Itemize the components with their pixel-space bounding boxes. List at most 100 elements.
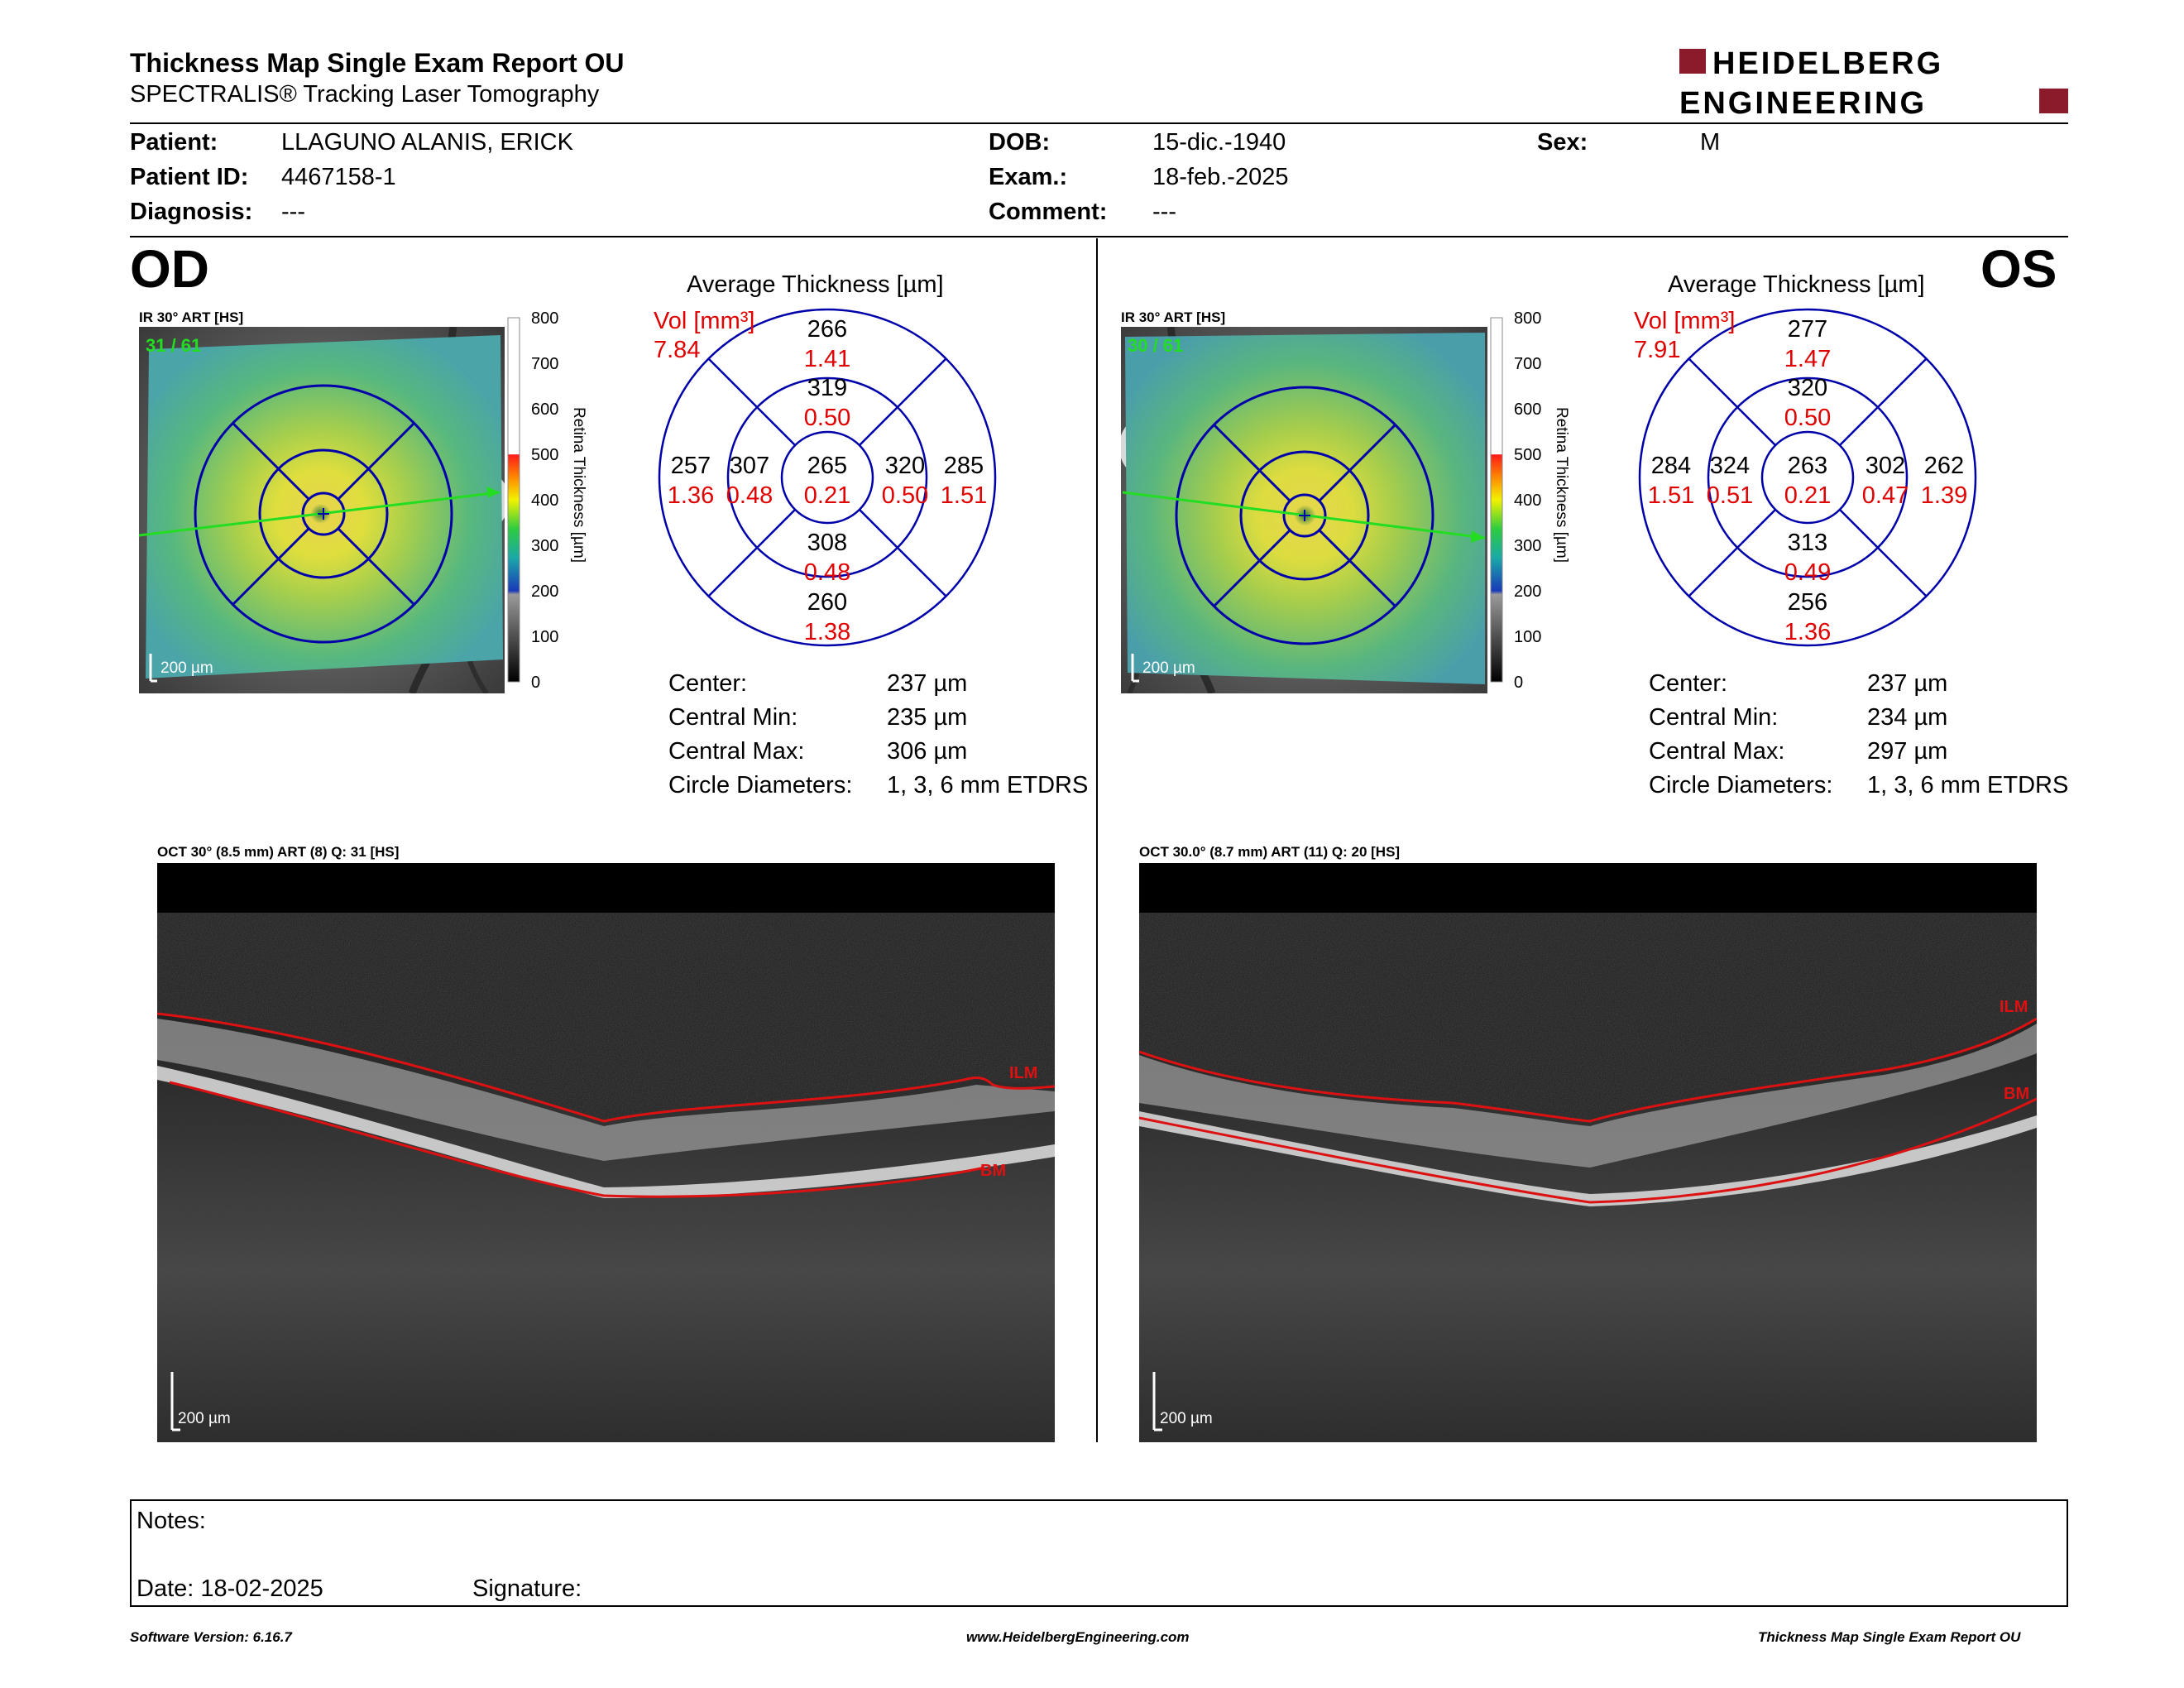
heidelberg-logo: HEIDELBERG ENGINEERING [1679, 46, 2068, 120]
stat-value-circle-diam-od: 1, 3, 6 mm ETDRS [887, 772, 1089, 798]
vol-label-od: Vol [mm³] [654, 308, 755, 334]
header-rule [130, 122, 2068, 124]
colorbar-tick-300: 300 [531, 537, 558, 555]
sector-sup-out-thick-os: 277 [1788, 316, 1827, 343]
comment-label: Comment: [989, 199, 1108, 225]
sector-nas-out-thick-os: 262 [1924, 453, 1964, 479]
colorbar-tick-800: 800 [1514, 309, 1541, 328]
sector-inf-out-thick-os: 256 [1788, 589, 1827, 616]
ir-counter-od: 31 / 61 [146, 335, 201, 356]
sector-inf-out-thick-od: 260 [807, 589, 847, 616]
exam-value: 18-feb.-2025 [1152, 164, 1289, 190]
sector-temp-out-vol-od: 1.36 [668, 482, 714, 509]
report-subtitle: SPECTRALIS® Tracking Laser Tomography [130, 81, 600, 108]
colorbar-os: 800 700 600 500 400 300 200 100 0 Retina… [1490, 309, 1570, 692]
sector-nas-in-thick-os: 302 [1866, 453, 1905, 479]
colorbar-tick-0: 0 [531, 674, 540, 692]
sector-inf-in-thick-od: 308 [807, 530, 847, 556]
sector-nas-in-thick-od: 320 [885, 453, 925, 479]
stat-label-central-max-os: Central Max: [1649, 738, 1785, 765]
sector-inf-in-vol-od: 0.48 [804, 559, 850, 586]
stat-label-central-min-od: Central Min: [668, 704, 798, 731]
sector-inf-out-vol-od: 1.38 [804, 619, 850, 645]
stat-label-center-od: Center: [668, 670, 748, 697]
sector-temp-in-vol-od: 0.48 [726, 482, 773, 509]
colorbar-label-od: Retina Thickness [µm] [570, 407, 587, 563]
sector-temp-out-vol-os: 1.51 [1648, 482, 1694, 509]
sector-center-vol-os: 0.21 [1784, 482, 1831, 509]
stat-value-center-os: 237 µm [1867, 670, 1948, 697]
oct-bscan-od: ILM BM 200 µm [157, 863, 1055, 1442]
avg-thickness-title-od: Average Thickness [µm] [687, 271, 944, 298]
colorbar-tick-500: 500 [1514, 446, 1541, 464]
software-version: Software Version: 6.16.7 [130, 1629, 292, 1645]
colorbar-tick-500: 500 [531, 446, 558, 464]
sector-sup-in-vol-os: 0.50 [1784, 405, 1831, 431]
colorbar-tick-800: 800 [531, 309, 558, 328]
diagnosis-value: --- [281, 199, 305, 225]
avg-thickness-title-os: Average Thickness [µm] [1668, 271, 1925, 298]
sector-center-vol-od: 0.21 [804, 482, 850, 509]
sector-sup-in-vol-od: 0.50 [804, 405, 850, 431]
notes-box[interactable]: Notes: Date: 18-02-2025 Signature: [130, 1499, 2068, 1607]
stat-label-circle-diam-od: Circle Diameters: [668, 772, 853, 798]
patient-id: 4467158-1 [281, 164, 396, 190]
colorbar-label-os: Retina Thickness [µm] [1553, 407, 1570, 563]
stat-value-central-min-od: 235 µm [887, 704, 968, 731]
logo-line-2: ENGINEERING [1679, 86, 1927, 120]
ir-fundus-image-os: 30 / 61 200 µm [1121, 327, 1487, 693]
sector-sup-out-vol-od: 1.41 [804, 346, 850, 372]
stat-value-center-od: 237 µm [887, 670, 968, 697]
ilm-label-os: ILM [2000, 998, 2028, 1016]
sector-center-thick-os: 263 [1788, 453, 1827, 479]
etdrs-grid-od: 266 1.41 319 0.50 257 1.36 307 0.48 265 … [658, 308, 997, 647]
bm-label-od: BM [980, 1162, 1006, 1180]
sector-sup-out-thick-od: 266 [807, 316, 847, 343]
colorbar-tick-400: 400 [531, 492, 558, 510]
stat-value-circle-diam-os: 1, 3, 6 mm ETDRS [1867, 772, 2069, 798]
oct-caption-os: OCT 30.0° (8.7 mm) ART (11) Q: 20 [HS] [1139, 844, 1401, 860]
oct-caption-od: OCT 30° (8.5 mm) ART (8) Q: 31 [HS] [157, 844, 400, 860]
colorbar-tick-100: 100 [1514, 628, 1541, 646]
sector-nas-in-vol-os: 0.47 [1862, 482, 1909, 509]
ir-caption-od: IR 30° ART [HS] [139, 309, 244, 325]
ir-scale-od: 200 µm [160, 659, 213, 677]
exam-label: Exam.: [989, 164, 1068, 190]
sector-nas-out-thick-od: 285 [944, 453, 984, 479]
diagnosis-label: Diagnosis: [130, 199, 253, 225]
colorbar-od: 800 700 600 500 400 300 200 100 0 Retina… [507, 309, 587, 692]
colorbar-tick-700: 700 [531, 355, 558, 373]
stat-label-central-min-os: Central Min: [1649, 704, 1779, 731]
ir-scale-os: 200 µm [1142, 659, 1195, 677]
sector-inf-in-thick-os: 313 [1788, 530, 1827, 556]
vol-label-os: Vol [mm³] [1634, 308, 1736, 334]
stat-value-central-max-os: 297 µm [1867, 738, 1948, 765]
website-link[interactable]: www.HeidelbergEngineering.com [966, 1629, 1190, 1645]
stat-label-central-max-od: Central Max: [668, 738, 805, 765]
colorbar-tick-600: 600 [531, 400, 558, 419]
colorbar-tick-100: 100 [531, 628, 558, 646]
sector-nas-out-vol-os: 1.39 [1921, 482, 1967, 509]
oct-bscan-os: ILM BM 200 µm [1139, 863, 2037, 1442]
signature-label: Signature: [472, 1575, 582, 1602]
comment-value: --- [1152, 199, 1176, 225]
vol-total-os: 7.91 [1634, 337, 1681, 363]
sector-temp-out-thick-od: 257 [671, 453, 711, 479]
eye-label-od: OD [130, 239, 209, 299]
sector-temp-out-thick-os: 284 [1651, 453, 1691, 479]
sector-nas-out-vol-od: 1.51 [941, 482, 987, 509]
oct-scale-od: 200 µm [178, 1410, 231, 1427]
report-title: Thickness Map Single Exam Report OU [130, 48, 625, 78]
eye-divider [1096, 238, 1098, 1442]
sector-sup-in-thick-os: 320 [1788, 375, 1827, 401]
stat-label-circle-diam-os: Circle Diameters: [1649, 772, 1833, 798]
oct-scale-os: 200 µm [1160, 1410, 1213, 1427]
etdrs-grid-os: 277 1.47 320 0.50 284 1.51 324 0.51 263 … [1638, 308, 1977, 647]
stat-value-central-max-od: 306 µm [887, 738, 968, 765]
bm-label-os: BM [2004, 1085, 2029, 1103]
sex-label: Sex: [1537, 129, 1588, 156]
colorbar-tick-400: 400 [1514, 492, 1541, 510]
ir-caption-os: IR 30° ART [HS] [1121, 309, 1226, 325]
colorbar-tick-700: 700 [1514, 355, 1541, 373]
vol-total-od: 7.84 [654, 337, 701, 363]
